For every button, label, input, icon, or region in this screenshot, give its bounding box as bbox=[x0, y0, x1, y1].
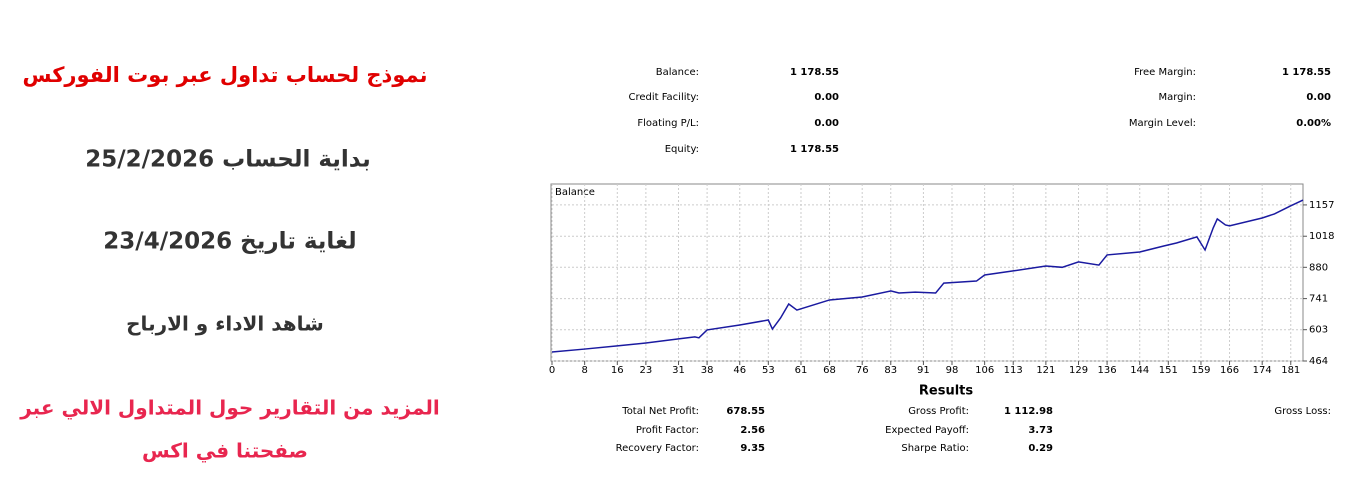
x-tick-label: 166 bbox=[1220, 365, 1239, 376]
results-title: Results bbox=[919, 384, 973, 399]
x-tick-label: 121 bbox=[1036, 365, 1055, 376]
summary-value: 0.00% bbox=[1296, 118, 1331, 129]
summary-value: 0.00 bbox=[814, 118, 839, 129]
result-label: Gross Loss: bbox=[1274, 406, 1331, 417]
chart-frame bbox=[550, 183, 1304, 362]
x-tick-label: 151 bbox=[1159, 365, 1178, 376]
x-tick-label: 46 bbox=[733, 365, 746, 376]
x-tick-label: 83 bbox=[884, 365, 897, 376]
x-tick-label: 31 bbox=[672, 365, 685, 376]
x-tick-label: 106 bbox=[975, 365, 994, 376]
summary-value: 1 178.55 bbox=[1282, 67, 1331, 78]
x-tick-label: 16 bbox=[611, 365, 624, 376]
summary-label: Equity: bbox=[665, 144, 699, 155]
x-tick-label: 8 bbox=[581, 365, 587, 376]
balance-line bbox=[551, 199, 1304, 353]
summary-label: Credit Facility: bbox=[628, 92, 699, 103]
x-tick-label: 136 bbox=[1098, 365, 1117, 376]
result-value: 2.56 bbox=[740, 425, 765, 436]
x-tick-label: 159 bbox=[1191, 365, 1210, 376]
y-tick-label: 741 bbox=[1309, 294, 1328, 305]
summary-label: Margin Level: bbox=[1129, 118, 1196, 129]
promo-end: لغاية تاريخ 23/4/2026 bbox=[103, 229, 356, 255]
x-tick-label: 76 bbox=[856, 365, 869, 376]
summary-label: Balance: bbox=[656, 67, 699, 78]
x-tick-label: 181 bbox=[1281, 365, 1300, 376]
x-tick-label: 91 bbox=[917, 365, 930, 376]
promo-more: صفحتنا في اكس bbox=[142, 439, 308, 464]
result-label: Expected Payoff: bbox=[885, 425, 969, 436]
chart-title: Balance bbox=[555, 187, 595, 198]
result-label: Sharpe Ratio: bbox=[901, 443, 969, 454]
y-tick-label: 1018 bbox=[1309, 231, 1334, 242]
result-label: Profit Factor: bbox=[636, 425, 699, 436]
summary-value: 0.00 bbox=[814, 92, 839, 103]
summary-value: 0.00 bbox=[1306, 92, 1331, 103]
result-value: 3.73 bbox=[1028, 425, 1053, 436]
result-label: Total Net Profit: bbox=[621, 406, 699, 417]
y-tick-label: 880 bbox=[1309, 262, 1328, 273]
summary-value: 1 178.55 bbox=[790, 67, 839, 78]
promo-start: بداية الحساب 25/2/2026 bbox=[85, 147, 370, 173]
x-tick-label: 129 bbox=[1069, 365, 1088, 376]
x-tick-label: 53 bbox=[762, 365, 775, 376]
y-tick-label: 603 bbox=[1309, 325, 1328, 336]
result-value: 678.55 bbox=[726, 406, 765, 417]
x-tick-label: 0 bbox=[549, 365, 555, 376]
y-tick-label: 464 bbox=[1309, 356, 1328, 367]
x-tick-label: 68 bbox=[823, 365, 836, 376]
summary-value: 1 178.55 bbox=[790, 144, 839, 155]
x-tick-label: 144 bbox=[1130, 365, 1149, 376]
x-tick-label: 174 bbox=[1253, 365, 1272, 376]
result-label: Gross Profit: bbox=[908, 406, 969, 417]
promo-more: المزيد من التقارير حول المتداول الالي عب… bbox=[19, 396, 440, 421]
promo-title: نموذج لحساب تداول عبر بوت الفوركس bbox=[23, 63, 428, 88]
result-value: 0.29 bbox=[1028, 443, 1053, 454]
x-tick-label: 113 bbox=[1004, 365, 1023, 376]
result-value: 9.35 bbox=[740, 443, 765, 454]
x-tick-label: 38 bbox=[701, 365, 714, 376]
x-tick-label: 23 bbox=[640, 365, 653, 376]
result-label: Recovery Factor: bbox=[616, 443, 699, 454]
promo-watch: شاهد الاداء و الارباح bbox=[126, 312, 324, 336]
summary-label: Floating P/L: bbox=[637, 118, 699, 129]
summary-label: Margin: bbox=[1158, 92, 1196, 103]
result-value: 1 112.98 bbox=[1004, 406, 1053, 417]
x-tick-label: 98 bbox=[946, 365, 959, 376]
y-tick-label: 1157 bbox=[1309, 200, 1334, 211]
summary-label: Free Margin: bbox=[1134, 67, 1196, 78]
x-tick-label: 61 bbox=[795, 365, 808, 376]
